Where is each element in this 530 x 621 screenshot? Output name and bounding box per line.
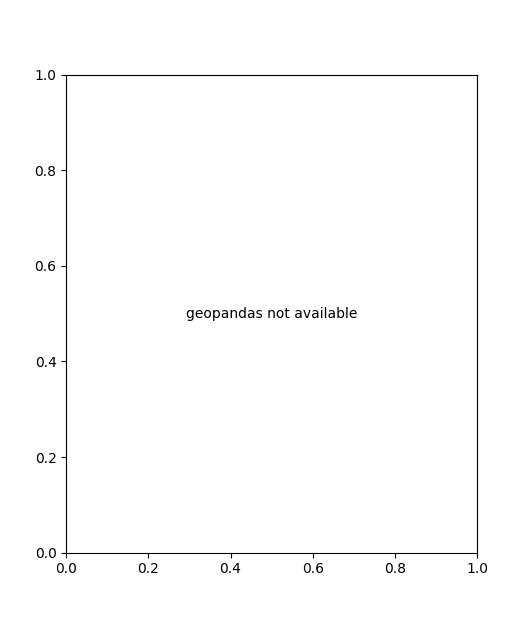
Text: geopandas not available: geopandas not available <box>186 307 357 320</box>
